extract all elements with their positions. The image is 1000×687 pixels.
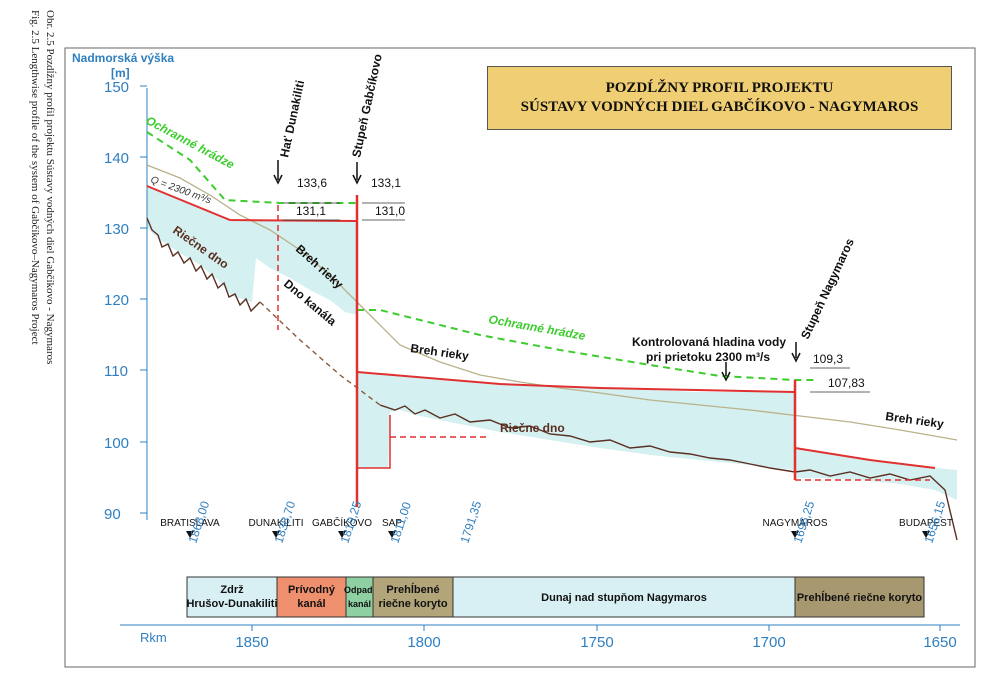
title-box: POZDĹŽNY PROFIL PROJEKTU SÚSTAVY VODNÝCH… (487, 66, 952, 130)
level-n-top: 109,3 (813, 352, 843, 366)
segment-label: Zdrž (220, 584, 244, 596)
y-tick-label: 90 (104, 506, 121, 523)
segment-label: Dunaj nad stupňom Nagymaros (541, 592, 707, 604)
place-name: BUDAPEST (899, 518, 953, 529)
x-tick-label: 1700 (752, 634, 785, 651)
y-tick-label: 150 (104, 79, 129, 96)
bank-label-3: Breh rieky (885, 409, 945, 431)
upper-water-level (146, 185, 358, 222)
hat-dunakiliti-label: Hať Dunakiliti (277, 79, 307, 159)
level-n-bot: 107,83 (828, 376, 865, 390)
x-axis-label: Rkm (140, 630, 167, 645)
place-marker-icon (791, 531, 799, 538)
place-name: NAGYMAROS (762, 518, 827, 529)
segment-box (372, 576, 454, 618)
segment-box (345, 576, 374, 618)
lower-water-level (794, 447, 936, 469)
place-marker-icon (186, 531, 194, 538)
x-tick-label: 1850 (235, 634, 268, 651)
bank-label-2: Breh rieky (410, 341, 470, 363)
title-line-1: POZDĹŽNY PROFIL PROJEKTU (605, 80, 834, 96)
river-bed-lower (379, 404, 958, 541)
controlled-level-label-2: pri prietoku 2300 m³/s (646, 350, 770, 364)
outlet-channel (357, 415, 391, 469)
river-bank-line (146, 164, 958, 441)
river-bed-upper (146, 217, 261, 313)
levee-label-upper: Ochranné hrádze (144, 113, 237, 172)
y-tick-label: 120 (104, 292, 129, 309)
middle-water-level (356, 371, 796, 393)
y-tick-label: 110 (104, 363, 128, 380)
place-marker-icon (388, 531, 396, 538)
place-marker-icon (922, 531, 930, 538)
level-g-bot: 131,0 (375, 204, 405, 218)
place-name: DUNAKILITI (248, 518, 303, 529)
nagymaros-reservoir-water (357, 372, 795, 470)
y-axis-unit: [m] (111, 66, 130, 80)
segment-label-2: kanál (348, 599, 371, 609)
canal-bed-dashed (259, 301, 381, 406)
place-marker-icon (272, 531, 280, 538)
place-name: SAP (382, 518, 402, 529)
y-axis-label: Nadmorská výška (72, 51, 174, 65)
segment-box (186, 576, 278, 618)
place-marker-icon (338, 531, 346, 538)
place-rkm: 1791,35 (458, 499, 485, 545)
y-tick-label: 130 (104, 221, 129, 238)
x-ticks: 1850 1800 1750 1700 1650 (235, 625, 957, 651)
segment-label: Prehĺbené riečne koryto (797, 590, 923, 604)
segment-box (794, 576, 925, 618)
stupen-gabcikovo-label: Stupeň Gabčíkovo (349, 53, 385, 159)
downstream-water (795, 448, 957, 500)
segment-label-2: kanál (297, 598, 325, 610)
segment-label: Odpad. (344, 585, 375, 595)
segment-label: Prívodný (288, 584, 336, 596)
gabcikovo-arrow-icon (352, 162, 362, 185)
place-name: GABČÍKOVO (312, 516, 372, 529)
segment-label: Prehĺbené (386, 582, 439, 596)
x-tick-label: 1750 (580, 634, 613, 651)
y-tick-label: 100 (104, 435, 129, 452)
y-tick-label: 140 (104, 150, 129, 167)
y-ticks: 150 140 130 120 110 100 90 (104, 79, 147, 523)
controlled-level-arrow-icon (721, 362, 731, 382)
diagram-frame (64, 47, 976, 668)
levee-lower (357, 309, 815, 381)
reservoir-water (147, 186, 357, 315)
segment-bar: Zdrž Hrušov-Dunakiliti Prívodný kanál Odpad.… (186, 576, 925, 618)
river-bed-label-lower: Riečne dno (500, 421, 565, 435)
segment-label-2: Hrušov-Dunakiliti (186, 598, 277, 610)
segment-box (276, 576, 347, 618)
level-d-bot: 131,1 (296, 204, 326, 218)
stupen-nagymaros-label: Stupeň Nagymaros (798, 236, 857, 341)
x-tick-label: 1650 (923, 634, 956, 651)
controlled-level-label-1: Kontrolovaná hladina vody (632, 335, 786, 349)
segment-box (452, 576, 796, 618)
level-g-top: 133,1 (371, 176, 401, 190)
x-tick-label: 1800 (407, 634, 440, 651)
dunakiliti-arrow-icon (273, 160, 283, 185)
segment-label-2: riečne koryto (378, 598, 447, 610)
place-name: BRATISLAVA (160, 518, 220, 529)
nagymaros-arrow-icon (791, 342, 801, 363)
title-line-2: SÚSTAVY VODNÝCH DIEL GABČÍKOVO - NAGYMAR… (520, 99, 919, 115)
level-d-top: 133,6 (297, 176, 327, 190)
